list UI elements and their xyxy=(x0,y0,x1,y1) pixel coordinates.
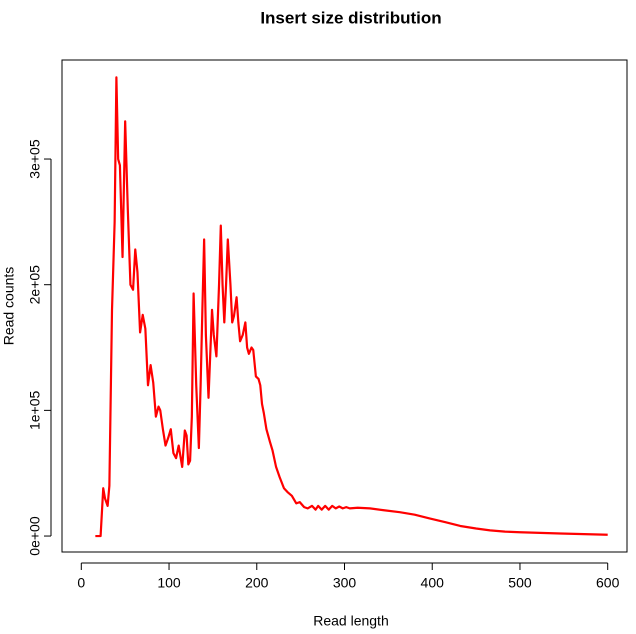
y-tick-label: 3e+05 xyxy=(27,139,43,179)
plot-frame xyxy=(61,59,628,553)
x-axis-label: Read length xyxy=(313,613,389,629)
x-tick-label: 600 xyxy=(596,575,620,591)
y-tick-label: 1e+05 xyxy=(27,390,43,430)
x-tick-label: 500 xyxy=(508,575,532,591)
data-line xyxy=(95,76,608,538)
y-tick-label: 2e+05 xyxy=(27,265,43,305)
x-tick-label: 400 xyxy=(421,575,445,591)
x-tick-label: 0 xyxy=(77,575,85,591)
chart-title: Insert size distribution xyxy=(260,8,441,27)
x-tick-label: 100 xyxy=(157,575,181,591)
x-tick-label: 300 xyxy=(333,575,357,591)
x-tick-label: 200 xyxy=(245,575,269,591)
y-tick-label: 0e+00 xyxy=(27,516,43,556)
y-axis-label: Read counts xyxy=(1,267,17,346)
